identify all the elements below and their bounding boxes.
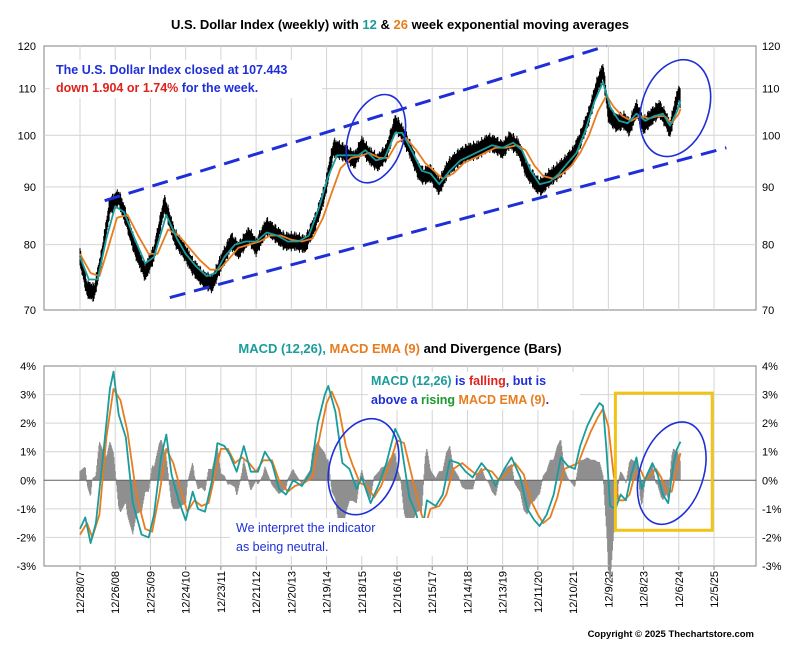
price-y-ticks-left: 70 80 90 100 110 120 <box>18 41 36 317</box>
x-tick-label: 12/13/19 <box>498 571 510 614</box>
macd-y-tick-label: 1% <box>20 447 36 459</box>
close-note-line1: The U.S. Dollar Index closed at 107.443 <box>56 63 287 77</box>
ema12-line <box>79 81 682 281</box>
x-tick-label: 12/24/10 <box>181 571 193 614</box>
copyright: Copyright © 2025 Thechartstore.com <box>588 629 754 640</box>
macd-chart-title: MACD (12,26), MACD EMA (9) and Divergenc… <box>238 341 561 356</box>
x-tick-label: 12/20/13 <box>286 571 298 614</box>
macd-annotation: MACD (12,26) is falling, but is above a … <box>368 372 580 410</box>
close-note-line2: down 1.904 or 1.74% for the week. <box>56 81 258 95</box>
annotation-overlays <box>104 44 727 532</box>
x-tick-label: 12/21/12 <box>251 571 263 614</box>
interp-line1: We interpret the indicator <box>236 521 375 535</box>
macd-y-tick-label: -3% <box>16 561 36 573</box>
price-y-tick-label: 110 <box>18 84 36 96</box>
x-tick-label: 12/25/09 <box>145 571 157 614</box>
price-y-tick-label: 100 <box>762 130 780 142</box>
macd-highlight-box <box>613 391 714 532</box>
price-y-tick-label: 90 <box>24 182 36 194</box>
price-y-tick-label: 80 <box>24 240 36 252</box>
x-tick-label: 12/9/22 <box>603 571 615 608</box>
x-tick-label: 12/10/21 <box>568 571 580 614</box>
price-y-ticks-right: 70 80 90 100 110 120 <box>762 41 780 317</box>
macd-note-line1: MACD (12,26) is falling, but is <box>371 374 546 388</box>
ema26-line <box>79 94 682 278</box>
x-tick-label: 12/6/24 <box>674 571 686 608</box>
macd-y-tick-label: 4% <box>762 361 778 373</box>
price-y-tick-label: 100 <box>18 130 36 142</box>
macd-y-tick-label: -2% <box>16 532 36 544</box>
macd-highlight-ellipse <box>327 417 400 516</box>
macd-y-tick-label: 2% <box>762 418 778 430</box>
interpretation-annotation: We interpret the indicator as being neut… <box>230 518 440 556</box>
price-y-tick-label: 120 <box>762 41 780 53</box>
macd-y-tick-label: -3% <box>762 561 782 573</box>
macd-y-tick-label: 0% <box>20 475 36 487</box>
price-y-tick-label: 110 <box>762 84 780 96</box>
close-annotation: The U.S. Dollar Index closed at 107.443 … <box>50 60 322 98</box>
macd-y-tick-label: 1% <box>762 447 778 459</box>
price-y-tick-label: 70 <box>24 305 36 317</box>
x-tick-label: 12/14/18 <box>462 571 474 614</box>
price-y-tick-label: 120 <box>18 41 36 53</box>
channel-line-lower <box>169 146 727 300</box>
macd-y-tick-label: -1% <box>16 504 36 516</box>
price-y-tick-label: 70 <box>762 305 774 317</box>
x-tick-label: 12/18/15 <box>357 571 369 614</box>
macd-y-tick-label: 3% <box>762 390 778 402</box>
x-tick-label: 12/23/11 <box>216 571 228 613</box>
price-highlight-ellipse <box>345 93 407 184</box>
macd-y-tick-label: 2% <box>20 418 36 430</box>
macd-note-line2: above a rising MACD EMA (9). <box>371 393 549 407</box>
price-chart-title: U.S. Dollar Index (weekly) with 12 & 26 … <box>171 17 629 32</box>
x-tick-label: 12/8/23 <box>639 571 651 608</box>
x-tick-label: 12/28/07 <box>75 571 87 614</box>
macd-y-ticks-right: -3% -2% -1% 0% 1% 2% 3% 4% <box>762 361 782 573</box>
x-tick-label: 12/5/25 <box>709 571 721 608</box>
price-y-tick-label: 80 <box>762 240 774 252</box>
price-highlight-ellipse <box>639 58 712 158</box>
x-axis-ticks: 12/28/07 12/26/08 12/25/09 12/24/10 12/23/11… <box>75 566 721 614</box>
macd-y-tick-label: 3% <box>20 390 36 402</box>
macd-highlight-ellipse <box>636 421 707 526</box>
price-y-tick-label: 90 <box>762 182 774 194</box>
macd-y-tick-label: -2% <box>762 532 782 544</box>
x-tick-label: 12/26/08 <box>110 571 122 614</box>
macd-y-tick-label: 4% <box>20 361 36 373</box>
interp-line2: as being neutral. <box>236 540 328 554</box>
macd-line <box>79 370 682 544</box>
x-tick-label: 12/16/16 <box>392 571 404 614</box>
x-tick-label: 12/11/20 <box>533 571 545 613</box>
macd-y-tick-label: 0% <box>762 475 778 487</box>
macd-y-tick-label: -1% <box>762 504 782 516</box>
macd-y-ticks-left: -3% -2% -1% 0% 1% 2% 3% 4% <box>16 361 36 573</box>
channel-line-upper <box>104 44 608 203</box>
x-tick-label: 12/19/14 <box>322 571 334 614</box>
x-tick-label: 12/15/17 <box>427 571 439 614</box>
